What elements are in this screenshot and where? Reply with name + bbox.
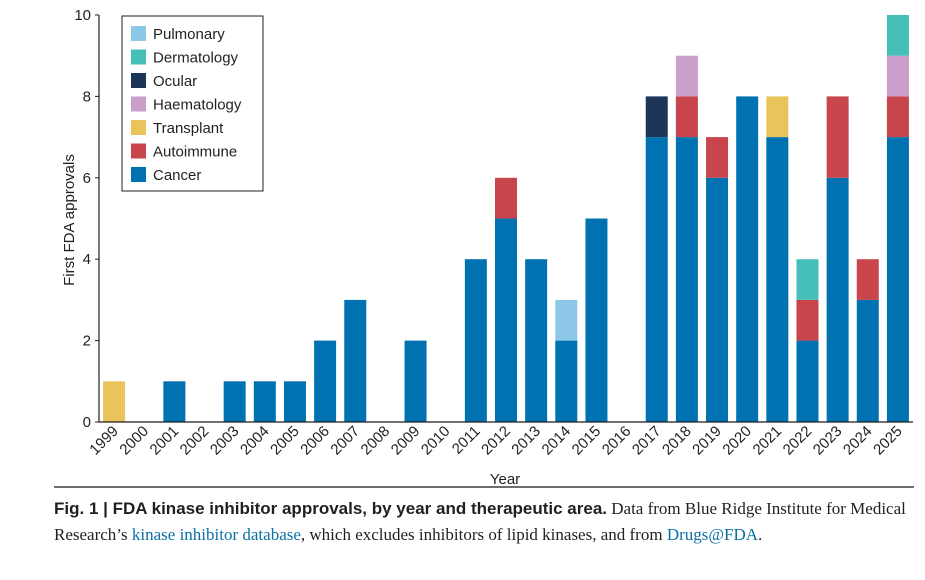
- x-tick-label: 2017: [629, 423, 665, 459]
- bar-cancer-2012: [495, 218, 517, 422]
- y-tick-label: 0: [83, 414, 91, 431]
- bar-haematology-2018: [675, 55, 698, 97]
- x-tick-label: 2005: [267, 423, 303, 459]
- caption-text-1: Data from Blue Ridge Institute for Medic…: [54, 499, 906, 544]
- bar-cancer-2017: [645, 137, 668, 422]
- bar-cancer-2007: [344, 299, 367, 422]
- bar-cancer-2018: [675, 137, 698, 422]
- legend-label-dermatology: Dermatology: [153, 50, 239, 67]
- bar-cancer-2020: [736, 96, 759, 423]
- bar-cancer-2005: [283, 381, 306, 422]
- x-tick-label: 2018: [659, 423, 695, 459]
- legend-swatch-cancer: [131, 167, 146, 182]
- bar-cancer-2023: [826, 177, 849, 422]
- kinase-database-link[interactable]: kinase inhibitor database: [131, 525, 301, 544]
- legend-label-ocular: Ocular: [153, 73, 197, 90]
- x-tick-label: 2002: [177, 423, 213, 459]
- legend-label-haematology: Haematology: [153, 97, 242, 114]
- y-tick-label: 6: [83, 170, 91, 187]
- bar-cancer-2013: [525, 259, 548, 422]
- bar-cancer-2022: [796, 340, 819, 422]
- legend-swatch-haematology: [131, 96, 146, 112]
- x-tick-label: 2023: [810, 423, 846, 459]
- bar-cancer-2003: [223, 381, 246, 422]
- x-tick-label: 1999: [86, 423, 122, 459]
- bar-autoimmune-2025: [886, 96, 909, 138]
- bar-pulmonary-2014: [555, 299, 578, 341]
- x-tick-label: 2022: [780, 423, 816, 459]
- x-tick-label: 2016: [599, 423, 635, 459]
- x-tick-label: 2012: [478, 423, 514, 459]
- bar-cancer-2009: [404, 340, 427, 422]
- y-axis-title: First FDA approvals: [61, 154, 78, 286]
- x-tick-label: 2014: [539, 423, 575, 459]
- y-tick-label: 4: [83, 251, 91, 268]
- y-tick-label: 2: [83, 333, 91, 350]
- legend-label-pulmonary: Pulmonary: [153, 26, 225, 43]
- x-tick-label: 2004: [237, 423, 273, 459]
- bar-cancer-2024: [856, 299, 879, 422]
- figure-caption: Fig. 1 | FDA kinase inhibitor approvals,…: [54, 496, 914, 548]
- bar-haematology-2025: [886, 55, 909, 97]
- x-tick-label: 2003: [207, 423, 243, 459]
- bar-cancer-2021: [766, 137, 789, 422]
- legend-label-autoimmune: Autoimmune: [153, 144, 237, 161]
- bar-cancer-2019: [706, 177, 729, 422]
- x-tick-label: 2008: [358, 423, 394, 459]
- bar-cancer-2015: [585, 218, 608, 422]
- x-tick-label: 2013: [508, 423, 544, 459]
- bar-cancer-2001: [163, 381, 186, 422]
- x-tick-label: 2009: [388, 423, 424, 459]
- x-axis-title: Year: [490, 471, 520, 488]
- y-tick-label: 10: [74, 7, 91, 24]
- x-tick-label: 2021: [750, 423, 786, 459]
- x-tick-label: 2007: [327, 423, 363, 459]
- bar-dermatology-2025: [886, 15, 909, 56]
- x-tick-label: 2019: [689, 423, 725, 459]
- legend-swatch-ocular: [131, 73, 146, 88]
- legend-label-cancer: Cancer: [153, 167, 201, 184]
- legend-swatch-transplant: [131, 120, 146, 135]
- bar-ocular-2017: [645, 96, 668, 138]
- legend-swatch-dermatology: [131, 49, 146, 65]
- legend: Pulmonary Dermatology Ocular Haematology Tra…: [121, 15, 264, 192]
- x-tick-label: 2006: [297, 423, 333, 459]
- x-tick-label: 2015: [569, 423, 605, 459]
- bar-autoimmune-2022: [796, 299, 819, 341]
- bar-autoimmune-2024: [856, 259, 879, 300]
- caption-rule: [54, 486, 914, 488]
- bar-autoimmune-2023: [826, 96, 849, 178]
- drugs-at-fda-link[interactable]: Drugs@FDA: [666, 525, 759, 544]
- bar-dermatology-2022: [796, 259, 819, 300]
- bar-autoimmune-2012: [495, 177, 517, 219]
- bar-cancer-2011: [464, 259, 487, 422]
- y-tick-labels: 0 2 4 6 8 10: [74, 7, 91, 431]
- x-tick-label: 2000: [116, 423, 152, 459]
- bar-cancer-2014: [555, 340, 578, 422]
- bar-autoimmune-2019: [706, 137, 729, 178]
- x-tick-labels: 1999200020012002200320042005200620072008…: [86, 423, 905, 459]
- x-tick-label: 2020: [719, 423, 755, 459]
- y-tick-label: 8: [83, 88, 91, 105]
- caption-label: Fig. 1 | FDA kinase inhibitor approvals,…: [54, 499, 608, 518]
- legend-label-transplant: Transplant: [153, 120, 224, 137]
- legend-swatch-autoimmune: [131, 143, 146, 159]
- bar-transplant-1999: [103, 381, 126, 422]
- axes: [95, 14, 913, 423]
- bar-cancer-2004: [253, 381, 276, 422]
- x-tick-label: 2010: [418, 423, 454, 459]
- caption-text-2: , which excludes inhibitors of lipid kin…: [300, 525, 667, 544]
- x-tick-label: 2024: [840, 423, 876, 459]
- bar-cancer-2006: [314, 340, 337, 422]
- bar-transplant-2021: [766, 96, 789, 138]
- legend-swatch-pulmonary: [131, 26, 146, 41]
- x-tick-label: 2011: [449, 423, 484, 458]
- caption-text-3: .: [758, 525, 763, 544]
- stacked-bar-chart: 0 2 4 6 8 10 19992000200120022003200420052006…: [61, 7, 913, 488]
- bars-layer: [103, 15, 909, 423]
- bar-cancer-2025: [886, 137, 909, 422]
- x-tick-label: 2001: [147, 423, 183, 459]
- x-tick-label: 2025: [870, 423, 906, 459]
- bar-autoimmune-2018: [675, 96, 698, 138]
